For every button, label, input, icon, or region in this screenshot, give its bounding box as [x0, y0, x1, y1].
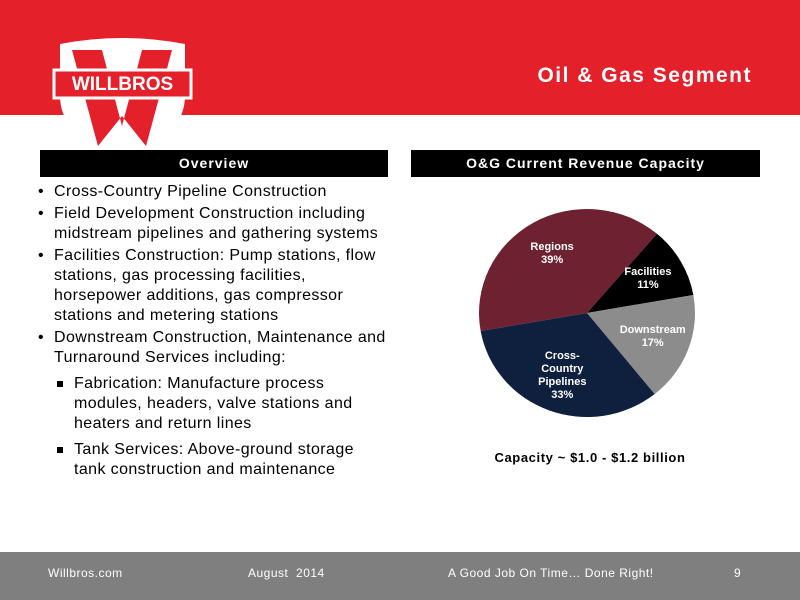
slice-name: Downstream: [619, 323, 686, 336]
footer-date: August 2014: [248, 566, 325, 580]
pie-slice: [587, 233, 694, 313]
sub-list: Fabrication: Manufacture process modules…: [54, 374, 388, 480]
slice-label: Facilities 11%: [624, 266, 671, 292]
logo: WILLBROS: [52, 38, 193, 166]
logo-text: WILLBROS: [72, 74, 173, 95]
slice-value: 17%: [641, 336, 664, 349]
sub-bullet: Fabrication: Manufacture process modules…: [54, 374, 388, 434]
section-heading: Overview: [40, 150, 388, 177]
bullet-text: Downstream Construction, Maintenance and…: [54, 329, 386, 366]
slice-value: 11%: [637, 279, 659, 292]
slice-label: Cross-Country Pipelines 33%: [538, 350, 586, 402]
page-number: 9: [734, 566, 742, 580]
slide-title: Oil & Gas Segment: [537, 64, 752, 87]
bullet: Cross-Country Pipeline Construction: [38, 182, 388, 202]
slice-name: Regions: [530, 241, 574, 254]
slice-label: Regions 39%: [530, 241, 573, 267]
footer-slogan: A Good Job On Time… Done Right!: [448, 566, 654, 580]
slice-label: Downstream 17%: [620, 324, 686, 350]
bullet-text: Field Development Construction including…: [54, 205, 379, 242]
slice-name: Facilities: [624, 266, 672, 279]
slice-name: Cross-Country Pipelines: [538, 350, 587, 389]
pie-slice: [480, 313, 655, 417]
bullet-list: Cross-Country Pipeline Construction Field…: [38, 180, 388, 480]
bullet: Downstream Construction, Maintenance and…: [38, 328, 388, 480]
bullet-text: Cross-Country Pipeline Construction: [54, 183, 327, 200]
chart-caption: Capacity ~ $1.0 - $1.2 billion: [494, 450, 686, 465]
sub-bullet: Tank Services: Above-ground storage tank…: [54, 440, 388, 480]
bullet: Field Development Construction including…: [38, 204, 388, 244]
bullet-text: Facilities Construction: Pump stations, …: [54, 247, 376, 324]
slice-value: 39%: [541, 254, 564, 267]
pie-slice: [587, 294, 695, 395]
footer-site: Willbros.com: [48, 566, 123, 580]
pie-slice: [479, 208, 657, 332]
section-heading: O&G Current Revenue Capacity: [411, 150, 760, 177]
slice-value: 33%: [551, 389, 574, 402]
footer-band: [0, 552, 800, 600]
bullet: Facilities Construction: Pump stations, …: [38, 246, 388, 326]
